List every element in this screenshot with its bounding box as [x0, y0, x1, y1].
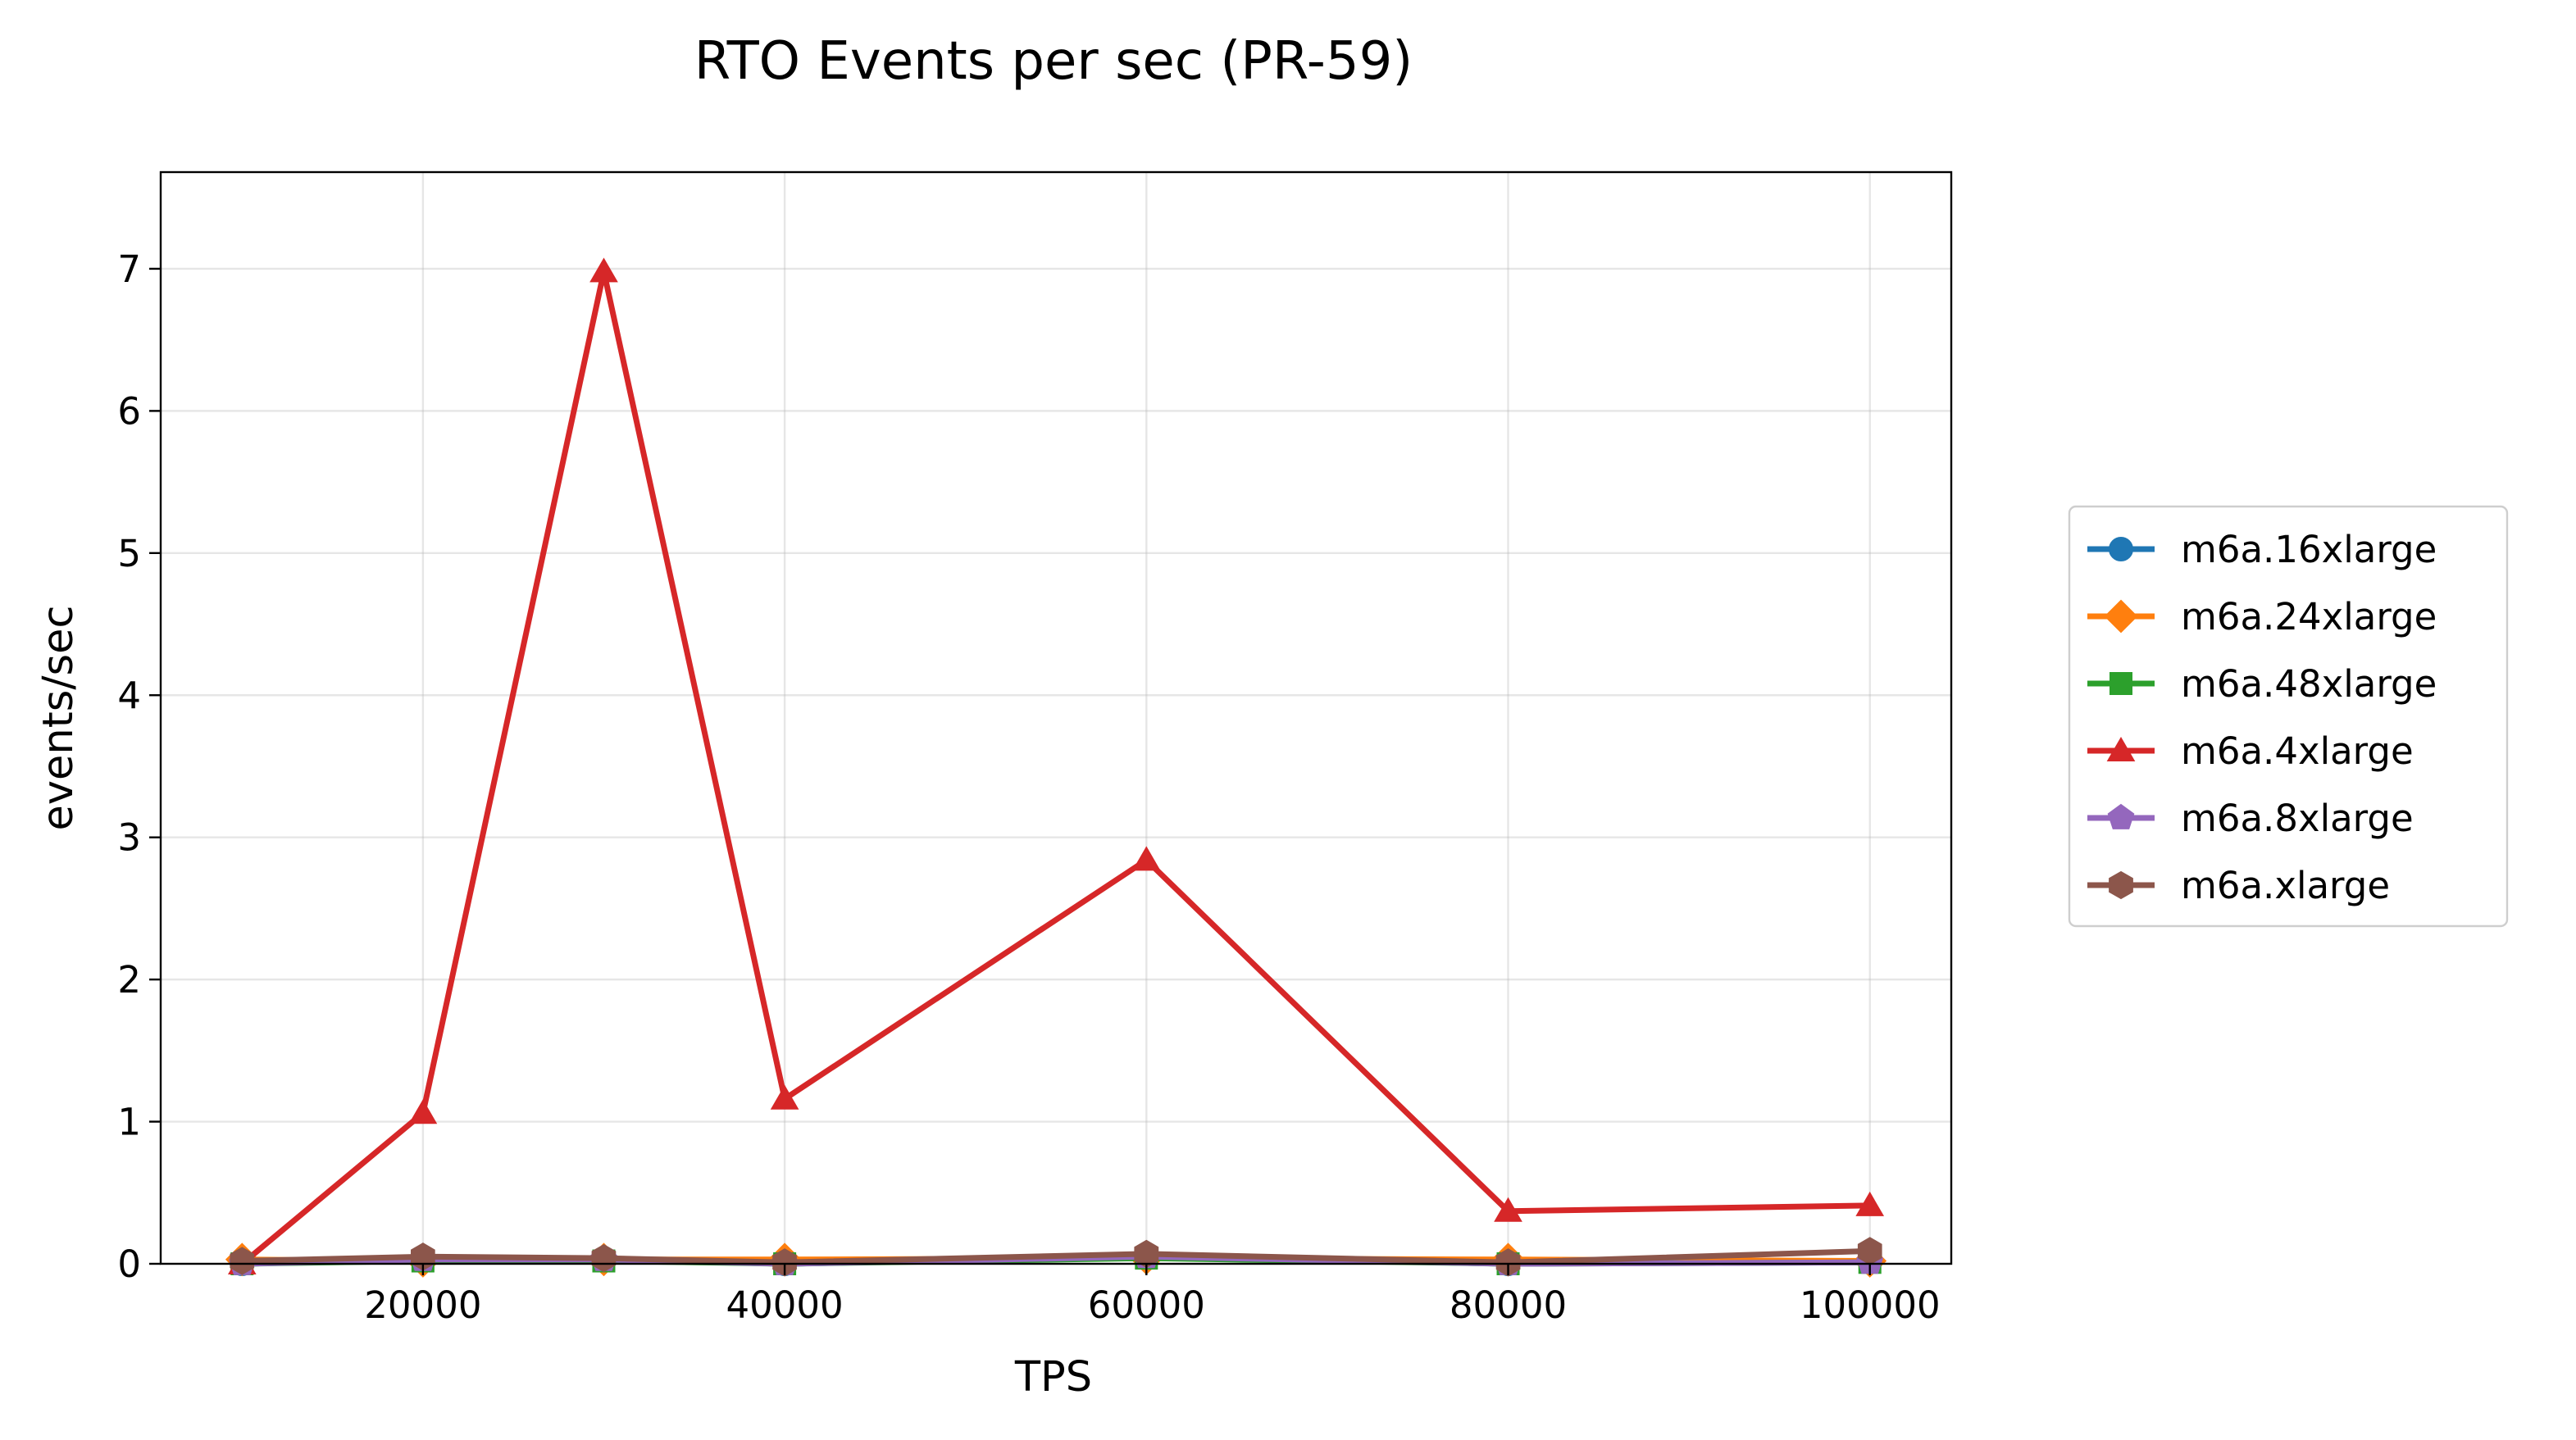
legend-label-m6a-4xlarge: m6a.4xlarge — [2181, 729, 2414, 773]
data-point-m6a-xlarge — [772, 1248, 797, 1277]
data-point-m6a-4xlarge — [770, 1084, 799, 1110]
data-point-m6a-4xlarge — [1131, 846, 1161, 871]
legend-item-m6a-xlarge: m6a.xlarge — [2087, 864, 2390, 907]
legend-marker-m6a-24xlarge — [2104, 599, 2138, 634]
data-point-m6a-xlarge — [1495, 1248, 1521, 1277]
y-tick-label: 1 — [117, 1101, 141, 1144]
data-point-m6a-4xlarge — [408, 1099, 438, 1124]
legend-marker-m6a-48xlarge — [2109, 672, 2132, 695]
data-point-m6a-xlarge — [230, 1247, 255, 1275]
legend-label-m6a-48xlarge: m6a.48xlarge — [2181, 662, 2437, 706]
series-m6a-4xlarge — [227, 257, 1885, 1274]
x-tick-label: 40000 — [726, 1283, 844, 1327]
plot-area: 20000 40000 60000 80000 100000 0 1 2 3 4 5 6 7 — [117, 170, 1953, 1327]
grid — [161, 172, 1951, 1265]
y-axis-label: events/sec — [34, 606, 83, 831]
legend-item-m6a-24xlarge: m6a.24xlarge — [2087, 595, 2437, 638]
legend-marker-m6a-4xlarge — [2106, 737, 2136, 761]
y-tick-label: 7 — [117, 248, 141, 291]
legend-label-m6a-24xlarge: m6a.24xlarge — [2181, 595, 2437, 638]
data-point-m6a-xlarge — [591, 1243, 617, 1273]
legend-item-m6a-4xlarge: m6a.4xlarge — [2087, 729, 2414, 773]
data-point-m6a-4xlarge — [1855, 1191, 1885, 1216]
legend-marker-m6a-16xlarge — [2109, 537, 2133, 561]
plot-frame — [159, 170, 1953, 1265]
legend-marker-m6a-8xlarge — [2107, 803, 2135, 829]
y-tick-label: 3 — [117, 816, 141, 860]
legend-label-m6a-8xlarge: m6a.8xlarge — [2181, 797, 2414, 840]
legend-marker-m6a-xlarge — [2109, 870, 2133, 900]
chart-title: RTO Events per sec (PR-59) — [694, 31, 1413, 92]
legend-item-m6a-8xlarge: m6a.8xlarge — [2087, 797, 2414, 840]
y-tick-label: 6 — [117, 389, 141, 433]
legend-item-m6a-16xlarge: m6a.16xlarge — [2087, 528, 2437, 571]
y-tick-label: 5 — [117, 532, 141, 575]
legend-item-m6a-48xlarge: m6a.48xlarge — [2087, 662, 2437, 706]
y-tick-label: 0 — [117, 1242, 141, 1286]
x-tick-label: 60000 — [1088, 1283, 1205, 1327]
x-axis-ticks: 20000 40000 60000 80000 100000 — [364, 1264, 1941, 1327]
legend-box — [2068, 505, 2509, 928]
data-point-m6a-4xlarge — [1494, 1197, 1522, 1222]
y-tick-label: 2 — [117, 958, 141, 1002]
legend-label-m6a-xlarge: m6a.xlarge — [2181, 864, 2390, 907]
y-axis-ticks: 0 1 2 3 4 5 6 7 — [117, 248, 161, 1286]
x-tick-label: 100000 — [1800, 1283, 1941, 1327]
data-point-m6a-xlarge — [1857, 1237, 1882, 1265]
y-tick-label: 4 — [117, 674, 141, 717]
legend: m6a.16xlarge m6a.24xlarge m6a.48xlarge m6a.… — [2068, 505, 2509, 928]
data-point-m6a-4xlarge — [589, 257, 618, 283]
x-tick-label: 80000 — [1450, 1283, 1567, 1327]
legend-label-m6a-16xlarge: m6a.16xlarge — [2181, 528, 2437, 571]
x-tick-label: 20000 — [364, 1283, 481, 1327]
x-axis-label: TPS — [1014, 1353, 1092, 1401]
